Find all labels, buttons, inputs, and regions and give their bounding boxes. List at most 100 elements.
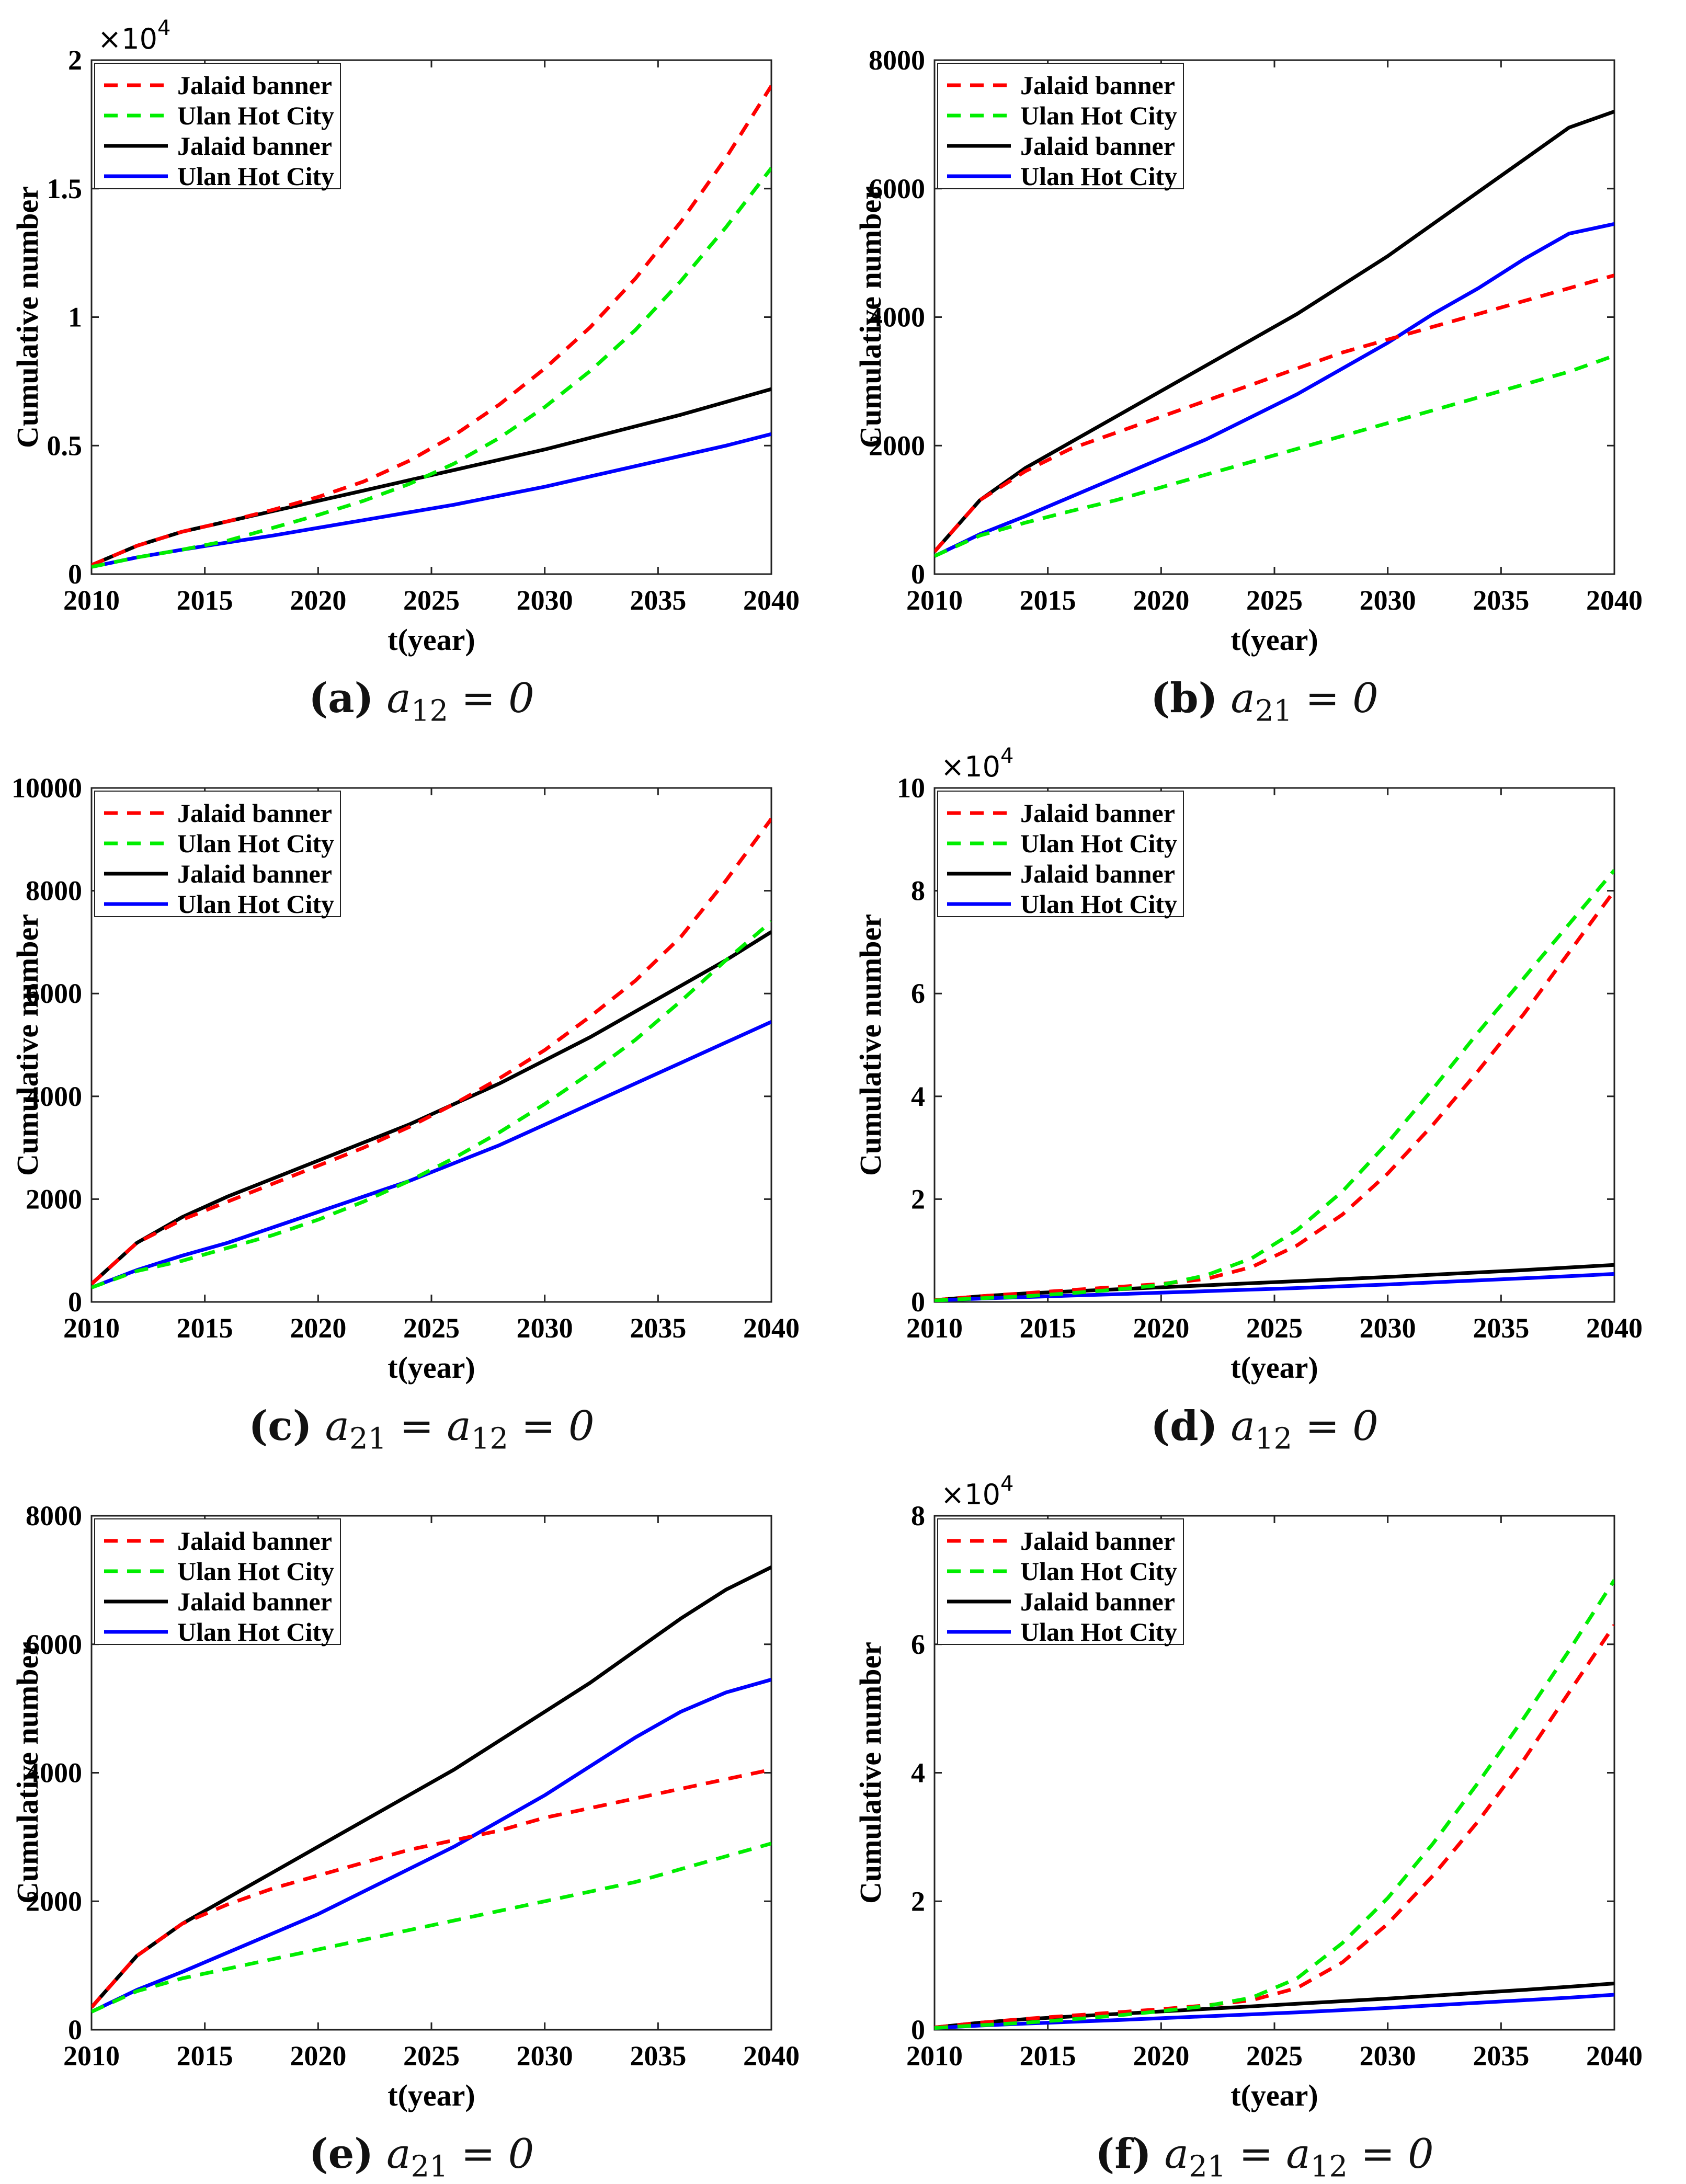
y-tick-label-b-0: 0	[911, 558, 925, 590]
legend-label-c-0: Jalaid banner	[177, 798, 332, 828]
x-tick-label-e-6: 2040	[743, 2040, 800, 2072]
x-tick-label-a-4: 2030	[517, 585, 573, 616]
y-exponent-label-f: ×104	[941, 1472, 1013, 1511]
chart-panel-d: 2010 2015 2020 2025 2030 2035 2040 0 2 4 6 8 10 ×104 t…	[843, 728, 1686, 1456]
x-tick-label-c-1: 2015	[177, 1312, 233, 1344]
legend-label-f-1: Ulan Hot City	[1020, 1557, 1177, 1586]
series-line-b-0	[935, 273, 1614, 553]
y-tick-label-d-3: 6	[911, 978, 925, 1009]
series-group-d	[935, 869, 1614, 1302]
x-tick-label-f-5: 2035	[1473, 2040, 1529, 2072]
y-tick-label-e-2: 4000	[26, 1757, 82, 1789]
x-axis-label-f: t(year)	[1231, 2078, 1318, 2112]
legend-label-c-1: Ulan Hot City	[177, 829, 334, 858]
caption-d-letter: (d)	[1150, 1402, 1218, 1450]
y-axis-label-a: Cumulative number	[10, 186, 44, 448]
y-axis-label-f: Cumulative number	[853, 1642, 887, 1904]
legend-label-f-0: Jalaid banner	[1020, 1526, 1175, 1556]
chart-panel-a: 2010 2015 2020 2025 2030 2035 2040 0 0.5 1 1.5 2 ×10…	[0, 0, 843, 728]
y-tick-label-c-0: 0	[68, 1286, 82, 1318]
series-line-c-1	[92, 920, 771, 1289]
y-axis-label-e: Cumulative number	[10, 1642, 44, 1904]
x-tick-label-e-2: 2020	[290, 2040, 346, 2072]
x-tick-label-e-0: 2010	[63, 2040, 120, 2072]
caption-a: (a) a12 = 0	[0, 674, 843, 728]
x-axis-label-c: t(year)	[388, 1351, 475, 1385]
x-tick-label-f-1: 2015	[1020, 2040, 1076, 2072]
y-tick-label-f-1: 2	[911, 1885, 925, 1917]
y-tick-label-a-1: 0.5	[47, 430, 83, 461]
series-line-b-1	[935, 353, 1614, 558]
x-tick-label-d-2: 2020	[1133, 1312, 1189, 1344]
caption-f: (f) a21 = a12 = 0	[843, 2130, 1686, 2184]
caption-c-expr: a21 = a12 = 0	[325, 1403, 595, 1456]
legend-label-e-3: Ulan Hot City	[177, 1617, 334, 1646]
x-tick-label-f-6: 2040	[1586, 2040, 1643, 2072]
x-tick-label-d-4: 2030	[1360, 1312, 1416, 1344]
series-group-f	[935, 1579, 1614, 2030]
legend-label-d-2: Jalaid banner	[1020, 859, 1175, 888]
legend-label-f-2: Jalaid banner	[1020, 1587, 1175, 1616]
series-line-c-3	[92, 1020, 771, 1289]
y-tick-label-b-1: 2000	[869, 430, 925, 461]
y-tick-label-e-4: 8000	[26, 1500, 82, 1531]
series-line-f-0	[935, 1623, 1614, 2030]
series-line-a-1	[92, 167, 771, 569]
legend-label-c-3: Ulan Hot City	[177, 889, 334, 919]
chart-d: 2010 2015 2020 2025 2030 2035 2040 0 2 4 6 8 10 ×104 t…	[853, 744, 1643, 1385]
x-tick-label-d-6: 2040	[1586, 1312, 1643, 1344]
legend-label-e-1: Ulan Hot City	[177, 1557, 334, 1586]
caption-d: (d) a12 = 0	[843, 1402, 1686, 1456]
legend-label-f-3: Ulan Hot City	[1020, 1617, 1177, 1646]
x-tick-label-f-0: 2010	[906, 2040, 963, 2072]
series-line-b-3	[935, 222, 1614, 558]
y-exponent-label-d: ×104	[941, 744, 1013, 783]
y-tick-label-d-0: 0	[911, 1286, 925, 1318]
x-tick-label-b-0: 2010	[906, 585, 963, 616]
series-line-c-2	[92, 930, 771, 1286]
series-line-f-3	[935, 1993, 1614, 2030]
x-tick-label-b-4: 2030	[1360, 585, 1416, 616]
y-tick-label-f-3: 6	[911, 1629, 925, 1660]
legend-label-b-2: Jalaid banner	[1020, 131, 1175, 161]
x-tick-label-c-2: 2020	[290, 1312, 346, 1344]
x-tick-label-a-5: 2035	[630, 585, 686, 616]
caption-c-letter: (c)	[248, 1402, 312, 1450]
caption-c: (c) a21 = a12 = 0	[0, 1402, 843, 1456]
caption-b-letter: (b)	[1150, 674, 1218, 722]
y-tick-label-c-1: 2000	[26, 1183, 82, 1215]
y-tick-label-f-0: 0	[911, 2014, 925, 2045]
y-tick-label-b-2: 4000	[869, 302, 925, 333]
y-tick-label-c-2: 4000	[26, 1081, 82, 1112]
legend-label-a-1: Ulan Hot City	[177, 101, 334, 130]
series-line-b-2	[935, 110, 1614, 553]
chart-f: 2010 2015 2020 2025 2030 2035 2040 0 2 4 6 8 ×104 t(y…	[853, 1472, 1643, 2112]
legend-label-d-1: Ulan Hot City	[1020, 829, 1177, 858]
x-axis-label-d: t(year)	[1231, 1351, 1318, 1385]
caption-e: (e) a21 = 0	[0, 2130, 843, 2184]
x-tick-label-d-3: 2025	[1246, 1312, 1303, 1344]
legend-label-c-2: Jalaid banner	[177, 859, 332, 888]
series-line-d-2	[935, 1263, 1614, 1302]
legend-label-d-3: Ulan Hot City	[1020, 889, 1177, 919]
chart-a: 2010 2015 2020 2025 2030 2035 2040 0 0.5 1 1.5 2 ×10…	[10, 16, 800, 657]
x-tick-label-c-4: 2030	[517, 1312, 573, 1344]
x-tick-label-e-3: 2025	[403, 2040, 460, 2072]
y-tick-label-e-1: 2000	[26, 1885, 82, 1917]
x-tick-label-a-2: 2020	[290, 585, 346, 616]
y-axis-label-b: Cumulative number	[853, 186, 887, 448]
caption-b-expr: a21 = 0	[1231, 675, 1379, 728]
y-tick-label-c-5: 10000	[12, 772, 82, 804]
x-tick-label-b-1: 2015	[1020, 585, 1076, 616]
legend-label-b-3: Ulan Hot City	[1020, 162, 1177, 191]
series-line-e-2	[92, 1565, 771, 2009]
x-tick-label-b-5: 2035	[1473, 585, 1529, 616]
x-tick-label-f-3: 2025	[1246, 2040, 1303, 2072]
x-tick-label-b-2: 2020	[1133, 585, 1189, 616]
x-tick-label-a-0: 2010	[63, 585, 120, 616]
chart-e: 2010 2015 2020 2025 2030 2035 2040 0 2000 4000 600…	[10, 1500, 800, 2112]
series-line-a-0	[92, 85, 771, 567]
x-tick-label-c-3: 2025	[403, 1312, 460, 1344]
series-group-c	[92, 817, 771, 1289]
